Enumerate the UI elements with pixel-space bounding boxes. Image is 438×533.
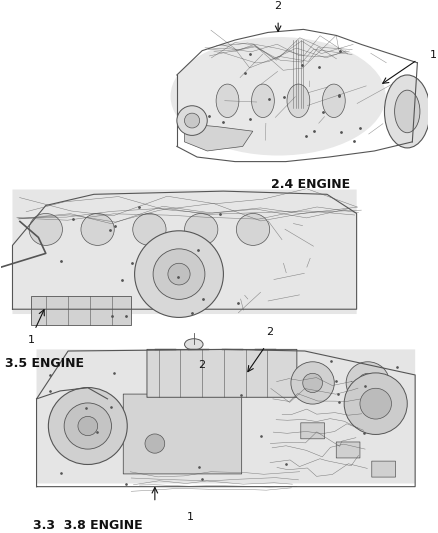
Circle shape bbox=[153, 249, 205, 300]
Circle shape bbox=[346, 362, 389, 404]
Ellipse shape bbox=[322, 84, 345, 117]
FancyBboxPatch shape bbox=[301, 423, 325, 439]
Circle shape bbox=[177, 106, 207, 135]
Circle shape bbox=[78, 416, 98, 435]
FancyBboxPatch shape bbox=[336, 442, 360, 458]
Ellipse shape bbox=[237, 213, 270, 245]
FancyBboxPatch shape bbox=[12, 190, 357, 314]
FancyBboxPatch shape bbox=[36, 350, 415, 483]
Text: 3.3  3.8 ENGINE: 3.3 3.8 ENGINE bbox=[32, 519, 142, 531]
FancyBboxPatch shape bbox=[372, 461, 396, 477]
Text: 2: 2 bbox=[198, 360, 205, 370]
Text: 2.4 ENGINE: 2.4 ENGINE bbox=[272, 179, 350, 191]
Circle shape bbox=[134, 231, 223, 318]
FancyBboxPatch shape bbox=[147, 350, 297, 397]
Circle shape bbox=[145, 434, 165, 453]
Text: 1: 1 bbox=[430, 50, 437, 60]
Ellipse shape bbox=[81, 213, 114, 245]
Ellipse shape bbox=[29, 213, 63, 245]
Ellipse shape bbox=[133, 213, 166, 245]
Circle shape bbox=[168, 263, 190, 285]
Text: 2: 2 bbox=[266, 327, 273, 337]
Circle shape bbox=[291, 362, 334, 404]
Ellipse shape bbox=[385, 75, 430, 148]
Circle shape bbox=[64, 403, 112, 449]
Circle shape bbox=[344, 373, 407, 434]
Text: 3.5 ENGINE: 3.5 ENGINE bbox=[5, 357, 84, 370]
Ellipse shape bbox=[395, 90, 420, 133]
Ellipse shape bbox=[251, 84, 274, 117]
Circle shape bbox=[358, 373, 378, 392]
Circle shape bbox=[48, 387, 127, 464]
FancyBboxPatch shape bbox=[124, 394, 242, 474]
Circle shape bbox=[303, 373, 322, 392]
Ellipse shape bbox=[170, 37, 386, 156]
Text: 1: 1 bbox=[28, 335, 35, 345]
Polygon shape bbox=[184, 124, 253, 151]
Circle shape bbox=[360, 388, 392, 419]
Ellipse shape bbox=[184, 213, 218, 245]
Ellipse shape bbox=[184, 339, 203, 350]
Polygon shape bbox=[31, 296, 131, 325]
Ellipse shape bbox=[287, 84, 310, 117]
Circle shape bbox=[184, 113, 200, 128]
Ellipse shape bbox=[216, 84, 239, 117]
Text: 1: 1 bbox=[187, 512, 194, 522]
Text: 2: 2 bbox=[275, 1, 282, 11]
